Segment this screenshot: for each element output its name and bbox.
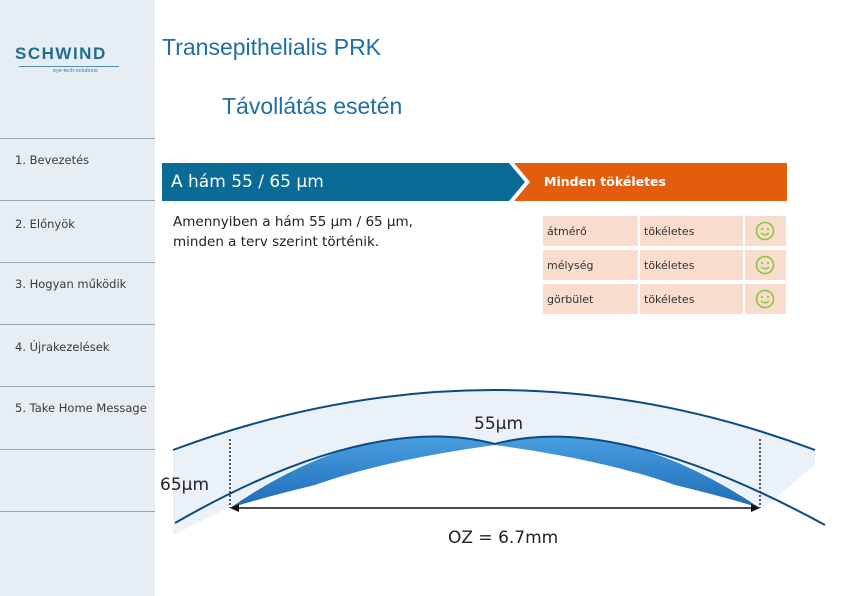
smiley-icon: [755, 289, 775, 309]
epithelium-region: [173, 390, 815, 535]
parameter-label: görbület: [547, 293, 594, 306]
stromal-surface-line: [174, 435, 826, 526]
sidebar: SCHWIND eye-tech-solutions 1. Bevezetés …: [0, 0, 155, 596]
icon-cell: [745, 284, 786, 314]
nav-divider: [0, 386, 155, 387]
arrow-right-icon: [751, 504, 760, 512]
parameter-cell: mélység: [543, 250, 638, 280]
sidebar-item-label: 2. Előnyök: [15, 217, 75, 231]
smiley-icon: [755, 221, 775, 241]
ablation-left-lobe: [230, 436, 495, 508]
status-cell: tökéletes: [640, 284, 743, 314]
status-cell: tökéletes: [640, 216, 743, 246]
table-row: átmérő tökéletes: [543, 216, 786, 246]
status-label: tökéletes: [644, 259, 695, 272]
parameter-cell: átmérő: [543, 216, 638, 246]
nav-divider: [0, 138, 155, 139]
status-label: tökéletes: [644, 225, 695, 238]
status-cell: tökéletes: [640, 250, 743, 280]
banner-right-block: [514, 163, 787, 201]
parameter-label: mélység: [547, 259, 594, 272]
page-title: Transepithelialis PRK: [162, 34, 382, 60]
nav-divider: [0, 449, 155, 450]
logo-brand: SCHWIND: [15, 44, 107, 63]
section-banner: A hám 55 / 65 µm Minden tökéletes: [162, 163, 787, 201]
edge-thickness-label: 65µm: [160, 475, 210, 495]
banner-right-label: Minden tökéletes: [544, 174, 666, 189]
page-subtitle: Távollátás esetén: [222, 93, 403, 119]
nav-divider: [0, 511, 155, 512]
corneal-surface-line: [172, 389, 816, 451]
parameter-cell: görbület: [543, 284, 638, 314]
nav-divider: [0, 262, 155, 263]
icon-cell: [745, 216, 786, 246]
sidebar-item-label: 1. Bevezetés: [15, 153, 90, 167]
center-thickness-label: 55µm: [474, 414, 524, 434]
ablation-right-lobe: [495, 436, 760, 508]
optical-zone-label: OZ = 6.7mm: [448, 528, 559, 548]
logo-underline: [19, 66, 119, 67]
smiley-icon: [755, 255, 775, 275]
table-row: görbület tökéletes: [543, 284, 786, 314]
logo-tagline: eye-tech-solutions: [53, 68, 98, 74]
sidebar-item-label: 4. Újrakezelések: [15, 340, 110, 354]
nav-divider: [0, 200, 155, 201]
banner-shapes: [162, 163, 787, 201]
parameter-label: átmérő: [547, 225, 587, 238]
nav-divider: [0, 324, 155, 325]
schwind-logo: SCHWIND eye-tech-solutions: [15, 44, 135, 78]
status-label: tökéletes: [644, 293, 695, 306]
sidebar-item-label: 5. Take Home Message: [15, 401, 147, 415]
icon-cell: [745, 250, 786, 280]
description-text: Amennyiben a hám 55 µm / 65 µm, minden a…: [173, 214, 413, 250]
banner-left-arrow: [162, 163, 525, 201]
ablation-diagram: [172, 389, 826, 535]
sidebar-item-label: 3. Hogyan működik: [15, 277, 127, 291]
arrow-left-icon: [230, 504, 239, 512]
table-row: mélység tökéletes: [543, 250, 786, 280]
banner-left-label: A hám 55 / 65 µm: [171, 172, 324, 192]
